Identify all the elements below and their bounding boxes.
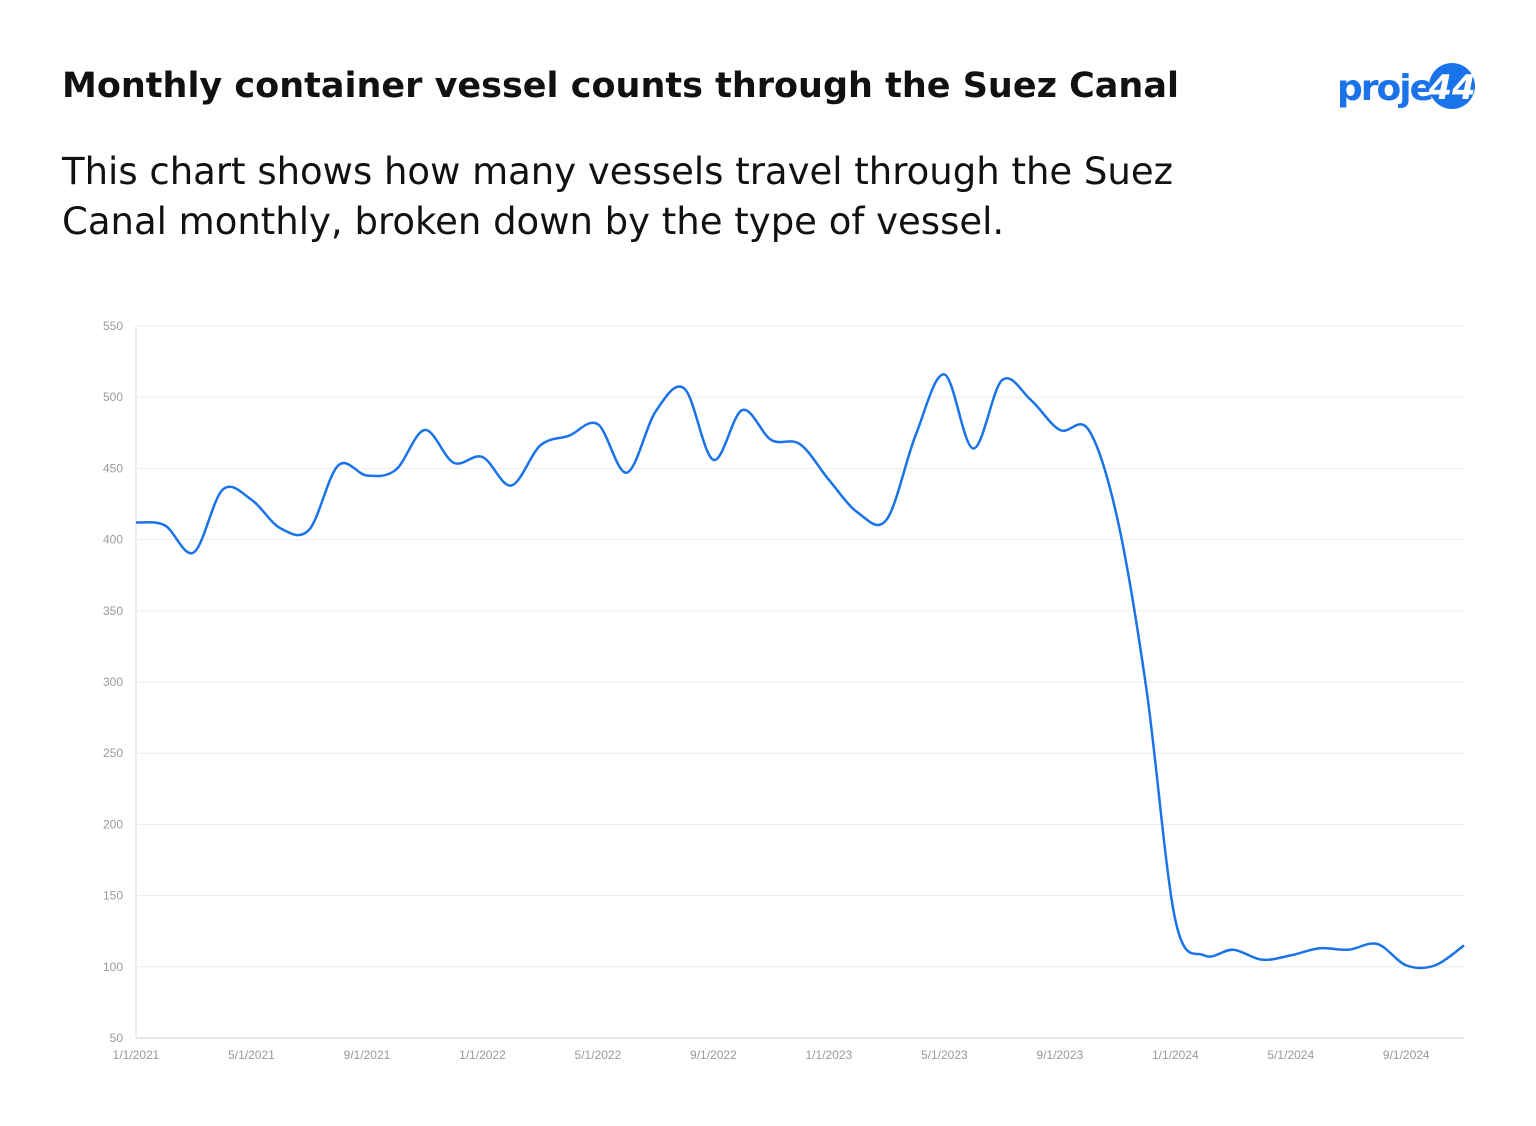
logo-badge-circle <box>1429 63 1475 109</box>
y-tick-label: 500 <box>103 390 123 404</box>
y-tick-label: 300 <box>103 675 123 689</box>
x-tick-label: 5/1/2024 <box>1267 1048 1314 1062</box>
y-tick-label: 400 <box>103 533 123 547</box>
subtitle-line: This chart shows how many vessels travel… <box>61 150 1173 193</box>
y-tick-label: 50 <box>110 1031 124 1045</box>
chart-title: Monthly container vessel counts through … <box>62 66 1179 106</box>
subtitle-line: Canal monthly, broken down by the type o… <box>62 200 1004 243</box>
y-tick-label: 150 <box>103 889 123 903</box>
data-line <box>135 373 1465 970</box>
x-tick-label: 1/1/2024 <box>1152 1048 1199 1062</box>
y-tick-label: 250 <box>103 746 123 760</box>
y-tick-label: 350 <box>103 604 123 618</box>
y-tick-label: 100 <box>103 960 123 974</box>
x-tick-label: 1/1/2022 <box>459 1048 506 1062</box>
x-tick-label: 5/1/2023 <box>921 1048 968 1062</box>
x-tick-label: 9/1/2021 <box>344 1048 391 1062</box>
y-tick-label: 450 <box>103 461 123 475</box>
y-tick-label: 200 <box>103 817 123 831</box>
logo-badge: 44 <box>1427 68 1475 108</box>
y-tick-label: 550 <box>103 319 123 333</box>
x-tick-label: 9/1/2024 <box>1383 1048 1430 1062</box>
x-tick-label: 5/1/2022 <box>575 1048 622 1062</box>
x-tick-label: 1/1/2023 <box>806 1048 853 1062</box>
x-tick-label: 9/1/2022 <box>690 1048 737 1062</box>
chart-subtitle: This chart shows how many vessels travel… <box>61 150 1173 243</box>
x-tick-label: 9/1/2023 <box>1036 1048 1083 1062</box>
x-tick-label: 5/1/2021 <box>228 1048 275 1062</box>
x-tick-label: 1/1/2021 <box>113 1048 160 1062</box>
